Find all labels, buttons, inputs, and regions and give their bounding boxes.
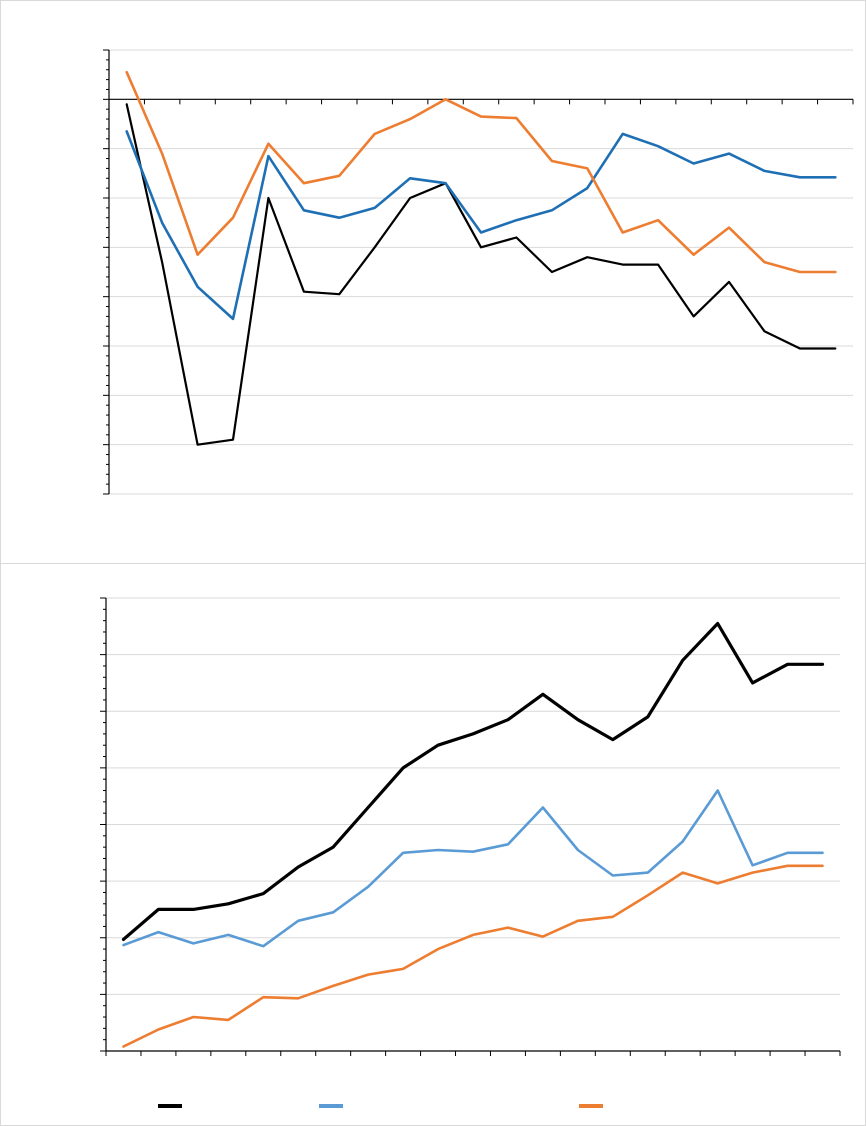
line-chart-bottom [100,597,841,1108]
series-line-1 [121,621,825,941]
line-chart-top [103,49,854,495]
y-axis [100,597,107,1052]
gridlines [106,597,840,995]
chart-panel-top [0,0,866,564]
series-line-3 [122,864,824,1048]
chart-panel-bottom [0,564,866,1126]
series-line-2 [125,130,837,321]
series-line-3 [125,70,837,274]
y-axis [103,49,110,495]
series-line-1 [125,103,837,446]
x-axis [105,1050,841,1056]
series-line-2 [122,789,824,948]
x-axis [108,98,854,105]
